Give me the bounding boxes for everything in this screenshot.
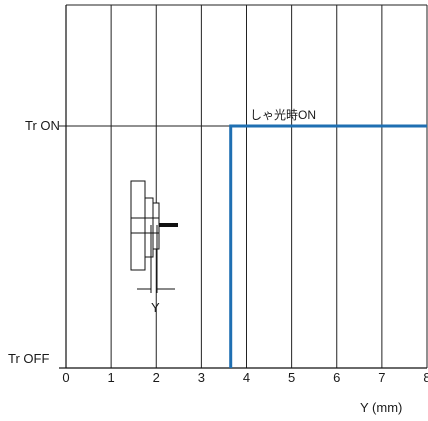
x-tick-label-5: 5 [288,370,295,385]
sensor-inset-diagram: Y [131,181,178,315]
x-tick-label-7: 7 [378,370,385,385]
series-layer [231,126,427,368]
x-tick-label-1: 1 [108,370,115,385]
x-tick-label-8: 8 [423,370,428,385]
x-tick-label-6: 6 [333,370,340,385]
x-axis-label: Y (mm) [360,400,402,415]
x-tick-label-0: 0 [62,370,69,385]
grid-layer [59,5,427,368]
x-tick-layer: 0 1 2 3 4 5 6 7 8 [62,370,428,385]
x-tick-label-3: 3 [198,370,205,385]
x-tick-label-4: 4 [243,370,250,385]
series-line-0 [231,126,427,368]
axis-layer [59,5,427,368]
y-label-tr-on: Tr ON [25,118,60,133]
x-tick-label-2: 2 [153,370,160,385]
diagram-front-body [153,203,159,249]
annotation-label: しゃ光時ON [250,108,316,122]
diagram-mid-body [145,198,153,257]
diagram-outer-body [131,181,145,270]
diagram-dimension-label: Y [151,300,160,315]
y-label-tr-off: Tr OFF [8,351,49,366]
